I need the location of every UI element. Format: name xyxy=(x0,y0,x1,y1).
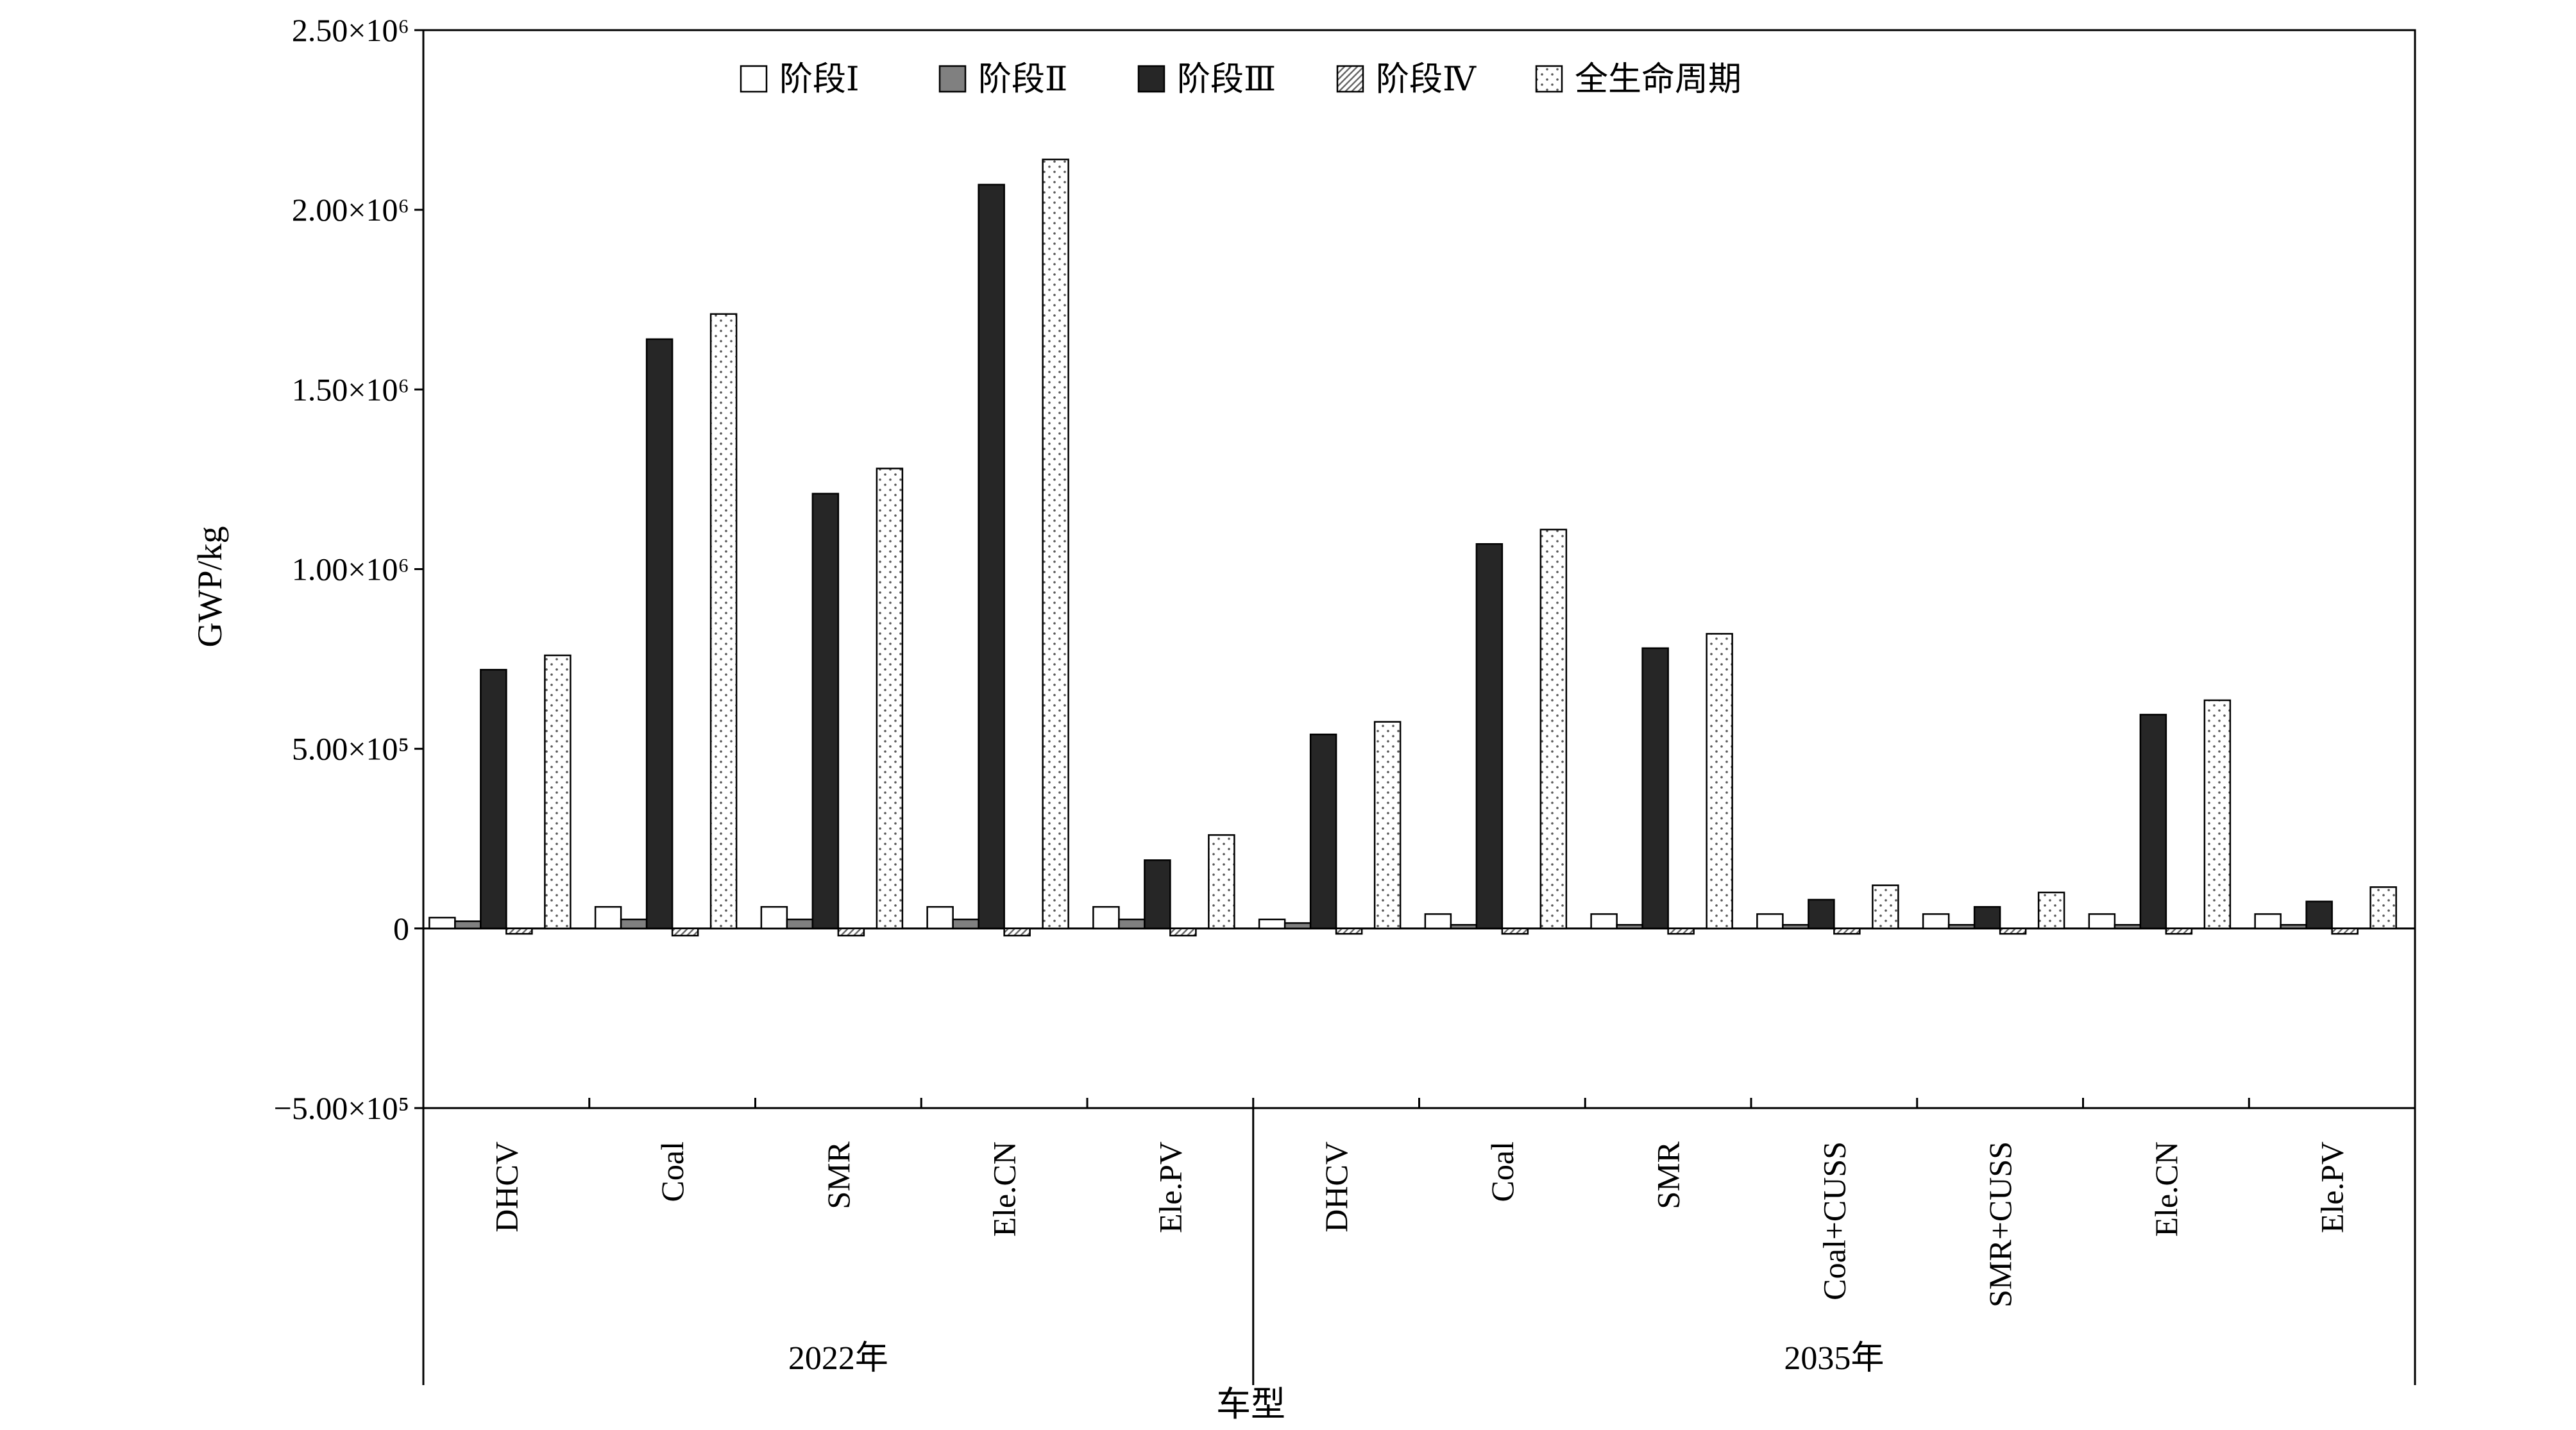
bar xyxy=(2331,927,2359,935)
bar xyxy=(1335,927,1363,935)
bar xyxy=(2280,923,2307,930)
bar xyxy=(2088,913,2116,930)
bar xyxy=(645,338,674,930)
bar xyxy=(1424,913,1452,930)
x-axis-title: 车型 xyxy=(1216,1385,1285,1424)
bar xyxy=(1947,923,1976,930)
bars xyxy=(428,158,2397,937)
bar xyxy=(1309,734,1337,930)
bar xyxy=(1667,927,1695,935)
bar xyxy=(1616,923,1643,930)
category-label: Coal xyxy=(654,1141,690,1202)
bar xyxy=(428,916,456,930)
bar xyxy=(1475,543,1504,930)
category-label: Ele.CN xyxy=(2148,1141,2184,1237)
legend-label: 全生命周期 xyxy=(1575,61,1741,98)
bar xyxy=(811,492,840,930)
bar xyxy=(1118,918,1146,930)
bar xyxy=(709,313,738,930)
y-tick-label: 1.50×10⁶ xyxy=(292,371,409,407)
bar xyxy=(1808,898,1835,930)
category-label: Ele.PV xyxy=(1152,1141,1188,1233)
bar xyxy=(1450,923,1478,930)
legend-label: 阶段Ⅰ xyxy=(779,62,860,98)
category-label: DHCV xyxy=(1318,1141,1354,1232)
bar xyxy=(2114,923,2142,930)
legend-label: 阶段Ⅱ xyxy=(978,62,1067,98)
bar xyxy=(1973,905,2001,930)
bar xyxy=(1833,927,1861,935)
y-tick-label: 1.00×10⁶ xyxy=(292,551,409,587)
bar xyxy=(1258,918,1286,930)
bar xyxy=(1922,913,1950,930)
legend-label: 阶段Ⅳ xyxy=(1376,62,1477,98)
category-label: SMR xyxy=(820,1141,856,1209)
category-label: DHCV xyxy=(488,1141,524,1232)
bar xyxy=(1706,633,1733,930)
y-tick-label: 2.50×10⁶ xyxy=(292,12,409,48)
legend-swatch xyxy=(938,65,967,93)
bar xyxy=(2305,900,2333,930)
bar xyxy=(1641,647,1669,930)
bar xyxy=(876,467,904,930)
bar xyxy=(978,183,1005,930)
category-label: Ele.PV xyxy=(2314,1141,2350,1233)
bar xyxy=(786,918,814,930)
bar xyxy=(505,927,533,935)
bar xyxy=(1284,922,1312,930)
category-label: SMR+CUSS xyxy=(1982,1141,2018,1308)
bar xyxy=(2203,699,2232,930)
bar xyxy=(1092,905,1120,930)
bar xyxy=(544,654,572,930)
bar xyxy=(2369,886,2397,930)
category-label: SMR xyxy=(1650,1141,1686,1209)
y-axis: 2.50×10⁶ 2.00×10⁶ 1.50×10⁶ 1.00×10⁶ 5.00×10⁵… xyxy=(274,12,423,1126)
bar xyxy=(1169,927,1197,937)
bar xyxy=(1782,923,1809,930)
legend-swatch xyxy=(1336,65,1364,93)
y-tick-label: 5.00×10⁵ xyxy=(292,731,409,767)
bar xyxy=(480,669,507,930)
bar xyxy=(837,927,865,937)
bar xyxy=(1373,721,1402,930)
bar xyxy=(1144,859,1171,930)
bar xyxy=(1590,913,1618,930)
bar xyxy=(1501,927,1529,935)
legend-swatch xyxy=(1137,65,1165,93)
category-label: Coal+CUSS xyxy=(1816,1141,1852,1300)
x-axis: DHCV Coal SMR Ele.CN Ele.PV DHCV Coal SMR Coal+C… xyxy=(422,1098,2416,1385)
bar xyxy=(1872,884,1899,930)
y-tick-label: 2.00×10⁶ xyxy=(292,192,409,228)
bar xyxy=(1003,927,1031,937)
bar xyxy=(1539,528,1568,930)
bar xyxy=(594,905,622,930)
bar xyxy=(2165,927,2193,935)
group-label: 2022年 xyxy=(788,1340,888,1377)
y-tick-label: −5.00×10⁵ xyxy=(274,1090,409,1126)
legend-label: 阶段Ⅲ xyxy=(1177,62,1276,98)
category-label: Coal xyxy=(1484,1141,1520,1202)
y-tick-label: 0 xyxy=(393,911,409,946)
bar xyxy=(1208,834,1235,930)
y-axis-title: GWP/kg xyxy=(191,526,229,648)
legend-swatch xyxy=(740,65,768,93)
bar xyxy=(2254,913,2282,930)
bar xyxy=(1756,913,1784,930)
bar xyxy=(760,905,788,930)
bar xyxy=(620,918,648,930)
bar xyxy=(952,918,979,930)
legend-swatch xyxy=(1535,65,1563,93)
bar xyxy=(2139,714,2167,930)
legend: 阶段Ⅰ 阶段Ⅱ 阶段Ⅲ 阶段Ⅳ 全生命周期 xyxy=(740,61,1741,98)
bar xyxy=(454,920,482,930)
category-label: Ele.CN xyxy=(987,1141,1022,1237)
bar xyxy=(1999,927,2027,935)
bar xyxy=(671,927,699,937)
bar xyxy=(926,905,954,930)
bar xyxy=(2037,891,2065,930)
bar xyxy=(1042,158,1069,930)
group-label: 2035年 xyxy=(1784,1340,1884,1377)
